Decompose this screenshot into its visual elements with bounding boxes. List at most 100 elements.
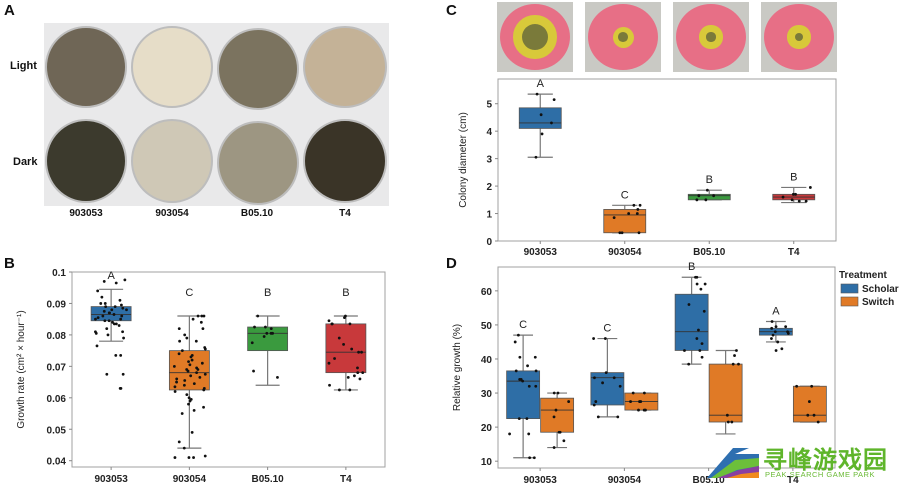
data-point xyxy=(187,360,190,364)
data-point xyxy=(276,375,279,379)
data-point xyxy=(112,322,116,326)
watermark: 寻峰游戏园 PEAK SEARCH GAME PARK xyxy=(705,440,900,486)
y-tick-label: 30 xyxy=(481,389,493,400)
y-tick-label: 4 xyxy=(486,127,492,138)
data-point xyxy=(730,420,734,424)
data-point xyxy=(612,376,616,380)
data-point xyxy=(526,364,529,368)
data-point xyxy=(518,378,522,381)
plot-frame xyxy=(497,266,836,469)
data-point xyxy=(114,281,118,285)
data-point xyxy=(104,305,108,308)
data-point xyxy=(189,374,193,378)
y-tick-label: 1 xyxy=(486,210,492,221)
panel-letter-b: B xyxy=(4,255,15,272)
x-tick-label: 903053 xyxy=(94,474,128,485)
watermark-text-cn: 寻峰游戏园 xyxy=(763,446,888,474)
data-point xyxy=(200,361,204,365)
data-point xyxy=(196,314,200,318)
data-point xyxy=(269,327,273,331)
data-point xyxy=(112,313,116,316)
data-point xyxy=(119,386,123,390)
row-label-dark: Dark xyxy=(13,156,38,168)
watermark-logo-icon xyxy=(707,448,759,478)
data-point xyxy=(780,347,784,351)
strain-label-b0510: B05.10 xyxy=(240,208,274,219)
data-point xyxy=(120,314,124,318)
data-point xyxy=(177,352,181,356)
data-point xyxy=(638,203,642,207)
data-point xyxy=(532,456,536,460)
data-point xyxy=(186,369,190,373)
data-point xyxy=(265,331,269,335)
data-point xyxy=(199,320,203,324)
row-label-light: Light xyxy=(10,60,37,72)
data-point xyxy=(636,208,640,211)
significance-letter: A xyxy=(107,270,115,282)
data-point xyxy=(105,372,109,376)
data-point xyxy=(102,280,106,283)
x-tick-label: B05.10 xyxy=(693,475,726,486)
data-point xyxy=(771,333,775,337)
data-point xyxy=(535,92,539,96)
data-point xyxy=(353,374,356,378)
data-point xyxy=(183,379,187,382)
plot-frame xyxy=(497,78,837,242)
plot-frame xyxy=(71,271,386,468)
data-point xyxy=(804,199,808,203)
data-point xyxy=(687,303,691,306)
data-point xyxy=(695,337,699,340)
chart-colony-diameter: 0 1 2 3 4 5 903053 903054 B05.10 T4 Colony diamete… xyxy=(458,78,837,258)
y-tick-label: 0.1 xyxy=(52,268,66,279)
data-point xyxy=(195,371,199,375)
data-point xyxy=(737,362,740,366)
data-point xyxy=(807,400,811,403)
data-point xyxy=(642,408,646,412)
y-tick-label: 5 xyxy=(486,100,492,111)
data-point xyxy=(343,316,346,320)
data-point xyxy=(183,333,187,337)
data-point xyxy=(699,287,703,291)
data-point xyxy=(700,355,704,359)
data-point xyxy=(103,319,107,323)
data-point xyxy=(357,350,361,354)
data-point xyxy=(100,295,104,299)
data-point xyxy=(518,355,522,359)
box xyxy=(518,107,562,129)
data-point xyxy=(192,408,196,412)
data-point xyxy=(342,342,345,346)
data-point xyxy=(528,456,532,460)
data-point xyxy=(187,396,191,400)
data-point xyxy=(618,384,622,388)
plate-photo-grid xyxy=(44,23,389,206)
significance-letter: B xyxy=(342,287,349,299)
data-point xyxy=(180,349,184,353)
data-point xyxy=(635,212,639,215)
data-point xyxy=(99,302,103,305)
data-point xyxy=(101,314,105,318)
data-point xyxy=(797,199,801,203)
data-point xyxy=(592,403,596,407)
data-point xyxy=(521,379,525,383)
y-tick-label: 0 xyxy=(486,237,492,248)
data-point xyxy=(629,400,632,403)
data-point xyxy=(695,198,699,202)
data-point xyxy=(182,446,186,450)
data-point xyxy=(705,188,709,192)
data-point xyxy=(539,113,543,117)
data-point xyxy=(361,371,365,375)
x-tick-label: T4 xyxy=(787,475,799,486)
data-point xyxy=(202,388,206,392)
data-point xyxy=(348,322,352,326)
data-point xyxy=(534,384,538,388)
data-point xyxy=(525,417,529,421)
plate-dark-903054 xyxy=(131,119,213,203)
legend-swatch-scholar xyxy=(840,283,859,294)
significance-letter: C xyxy=(603,323,611,335)
data-point xyxy=(94,317,97,321)
data-point xyxy=(110,308,114,312)
data-point xyxy=(618,231,622,235)
data-point xyxy=(593,376,596,380)
data-point xyxy=(642,391,646,395)
data-point xyxy=(113,305,117,308)
